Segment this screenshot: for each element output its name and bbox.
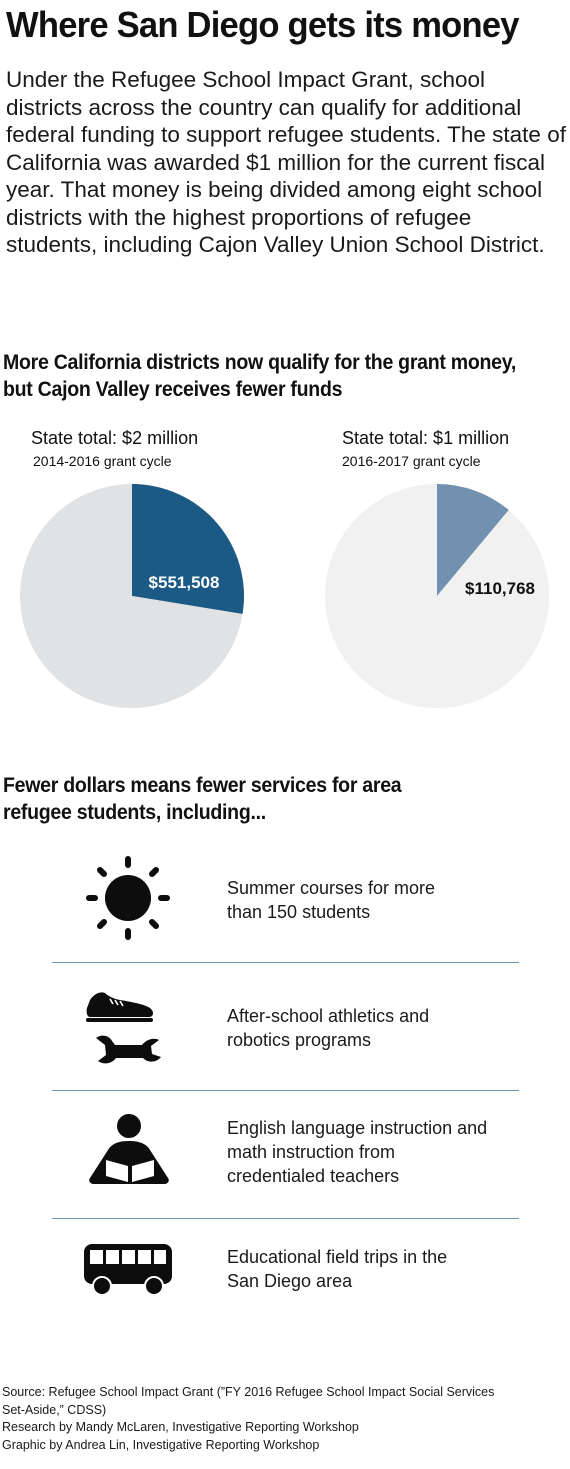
- source-line-2: Set-Aside,” CDSS): [2, 1402, 107, 1417]
- pie-chart-1: $551,508: [20, 484, 244, 709]
- intro-paragraph: Under the Refugee School Impact Grant, s…: [6, 67, 566, 257]
- divider-1: [52, 962, 519, 963]
- service-1-line-2: than 150 students: [227, 902, 371, 922]
- research-credit: Research by Mandy McLaren, Investigative…: [2, 1420, 359, 1435]
- bus-icon: [84, 1244, 172, 1296]
- sneaker-icon: [86, 992, 153, 1022]
- reader-icon: [89, 1114, 169, 1184]
- service-2-line-2: robotics programs: [227, 1030, 372, 1050]
- service-4-line-2: San Diego area: [227, 1271, 353, 1291]
- pie-1-slice-highlight: [132, 484, 244, 615]
- service-3-line-2: math instruction from: [227, 1142, 396, 1162]
- pie-2-subtitle: 2016-2017 grant cycle: [342, 453, 481, 469]
- service-4-line-1: Educational field trips in the: [227, 1247, 448, 1267]
- pie-2-slice-highlight: [437, 484, 509, 596]
- section-heading-2-line-2: refugee students, including...: [3, 801, 266, 824]
- section-heading-1-line-2: but Cajon Valley receives fewer funds: [3, 378, 343, 401]
- source-line-1: Source: Refugee School Impact Grant (”FY…: [2, 1385, 495, 1399]
- pie-1-title: State total: $2 million: [31, 428, 199, 448]
- sun-icon: [86, 856, 170, 940]
- divider-2: [52, 1090, 519, 1091]
- service-after-school: After-school athletics and robotics prog…: [227, 1004, 429, 1052]
- section-heading-2: Fewer dollars means fewer services for a…: [3, 772, 402, 826]
- section-heading-2-line-1: Fewer dollars means fewer services for a…: [3, 774, 402, 797]
- footer: Source: Refugee School Impact Grant (”FY…: [2, 1384, 568, 1454]
- service-instruction: English language instruction and math in…: [227, 1116, 487, 1188]
- pie-1-slice-remainder: [20, 484, 243, 709]
- pie-1-value-label: $551,508: [149, 573, 220, 592]
- service-field-trips: Educational field trips in the San Diego…: [227, 1245, 447, 1293]
- pie-1-subtitle: 2014-2016 grant cycle: [33, 453, 172, 469]
- service-summer-courses: Summer courses for more than 150 student…: [227, 876, 435, 924]
- wrench-icon: [96, 1035, 161, 1064]
- divider-3: [52, 1218, 519, 1219]
- pie-2-title: State total: $1 million: [342, 428, 510, 448]
- pie-2-value-label: $110,768: [465, 579, 535, 598]
- service-3-line-1: English language instruction and: [227, 1118, 488, 1138]
- service-1-line-1: Summer courses for more: [227, 878, 436, 898]
- graphic-credit: Graphic by Andrea Lin, Investigative Rep…: [2, 1437, 320, 1452]
- section-heading-1: More California districts now qualify fo…: [3, 349, 516, 403]
- service-3-line-3: credentialed teachers: [227, 1166, 400, 1186]
- section-heading-1-line-1: More California districts now qualify fo…: [3, 351, 517, 374]
- page-title: Where San Diego gets its money: [6, 4, 520, 45]
- pie-2-slice-remainder: [325, 484, 549, 708]
- service-2-line-1: After-school athletics and: [227, 1006, 430, 1026]
- pie-chart-2: $110,768: [325, 484, 549, 708]
